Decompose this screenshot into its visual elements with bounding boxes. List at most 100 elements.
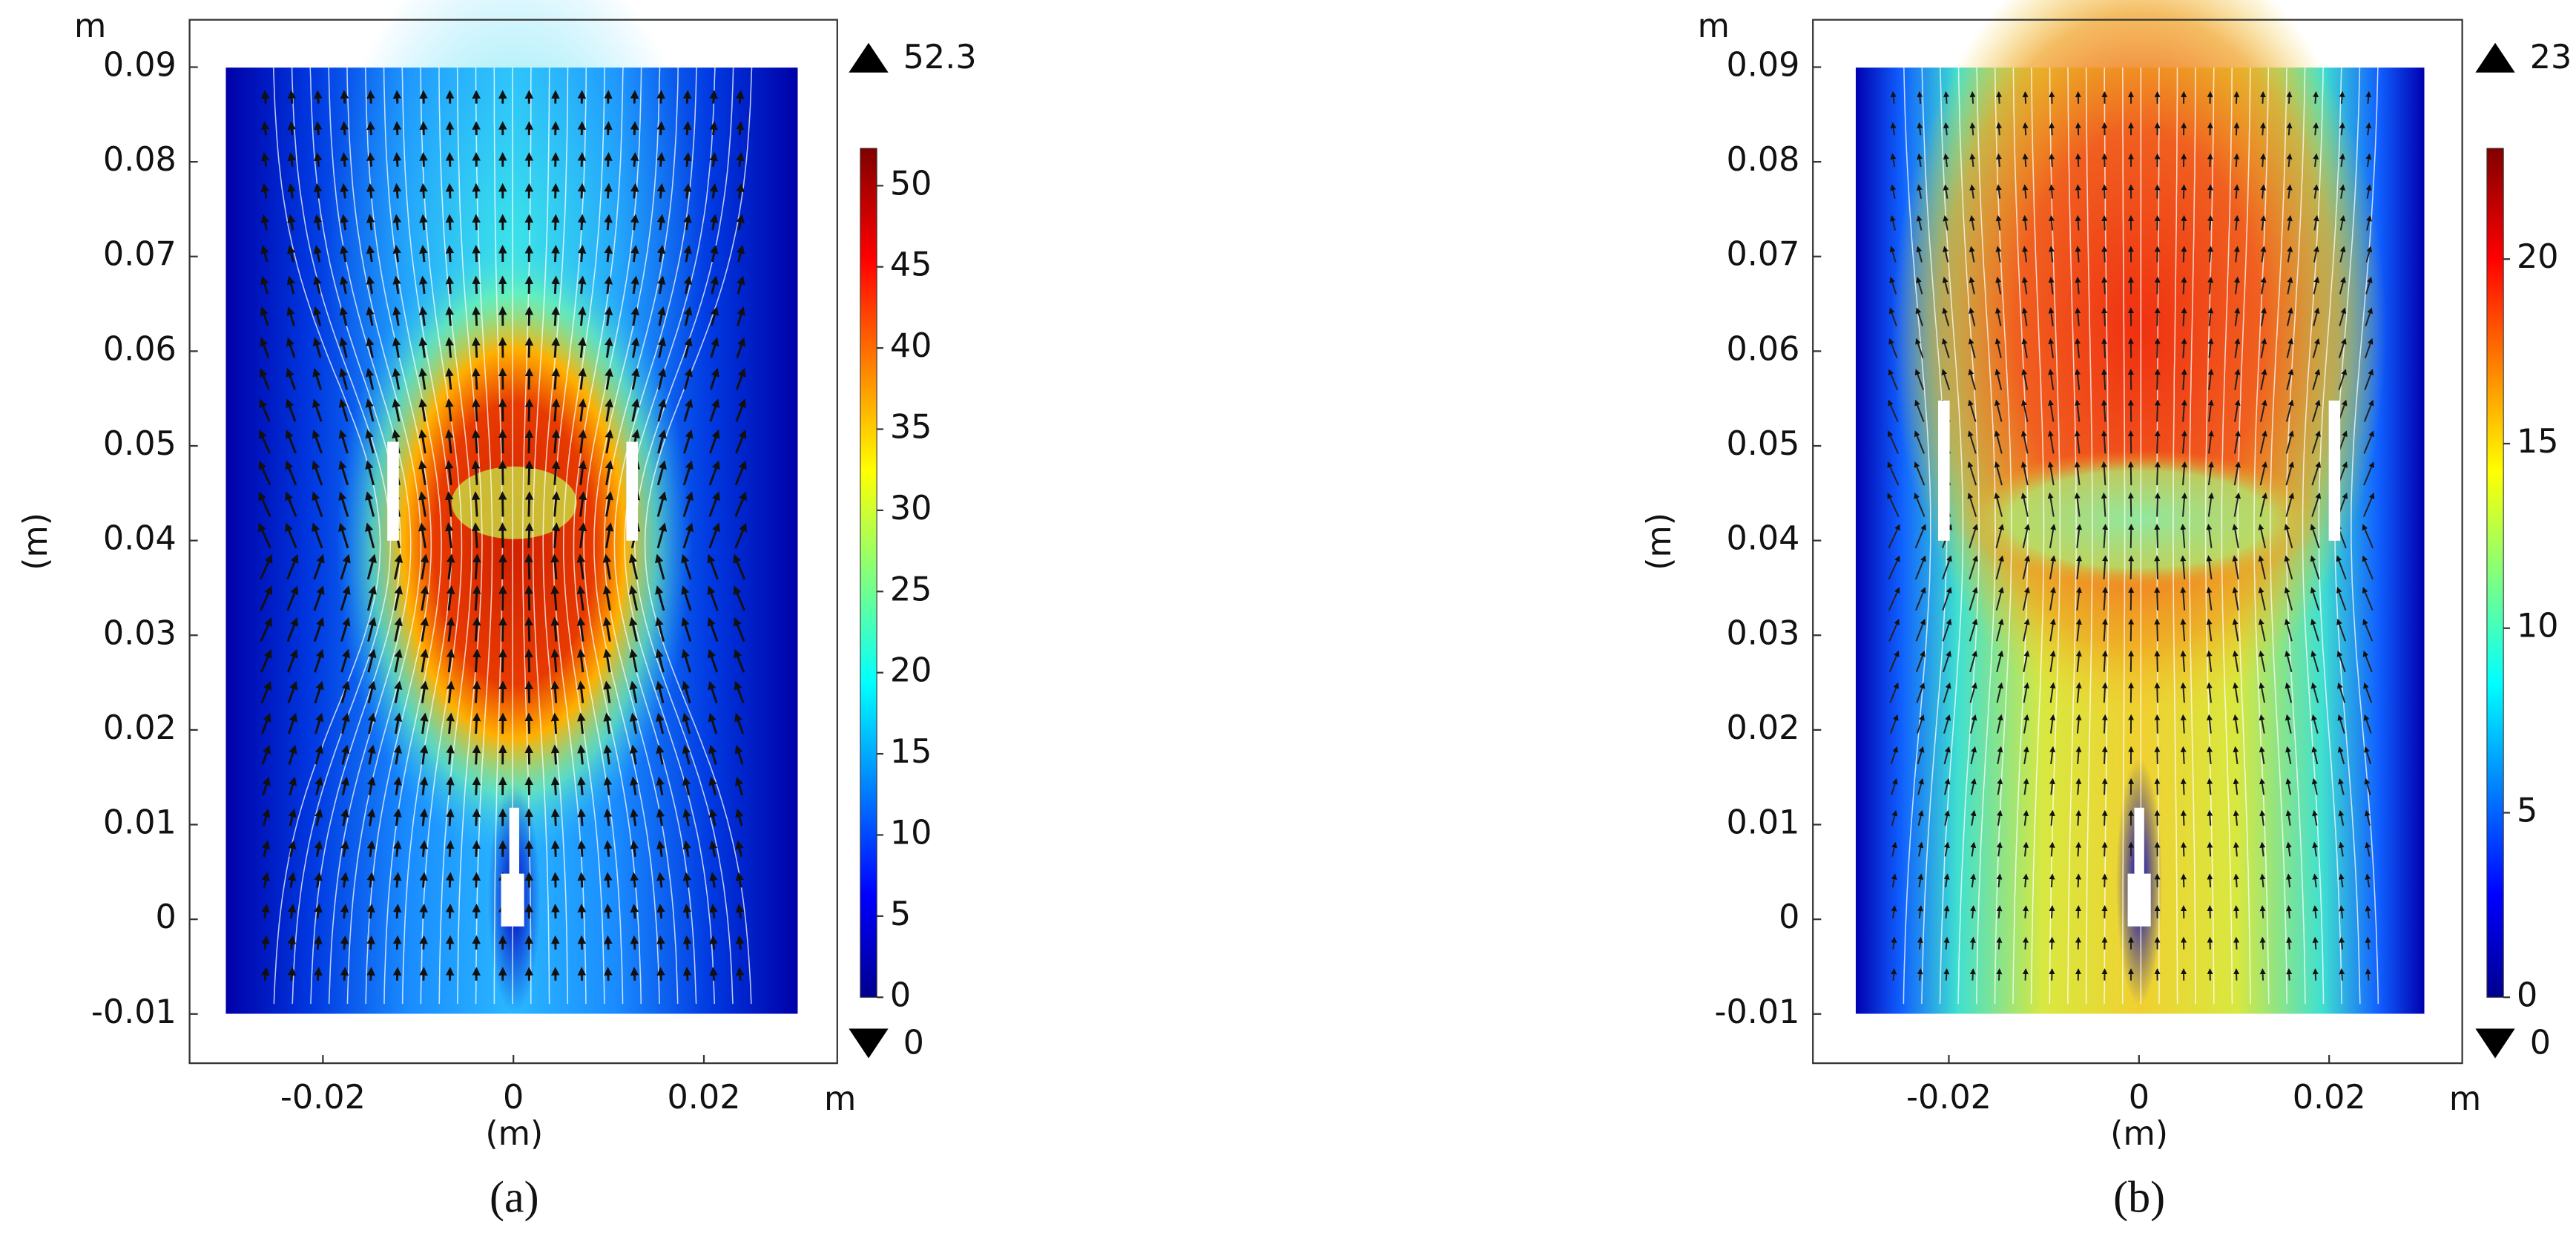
flow-arrow: [1890, 746, 1898, 765]
flow-arrow: [285, 460, 297, 486]
flow-arrow: [366, 90, 375, 104]
flow-arrow: [338, 398, 349, 422]
flow-arrow: [419, 214, 428, 231]
flow-arrow: [2363, 714, 2372, 734]
flow-arrow: [2234, 307, 2241, 326]
flow-arrow: [259, 398, 271, 422]
flow-arrow: [1917, 809, 1924, 826]
flow-arrow: [733, 553, 746, 580]
flow-arrow: [709, 872, 718, 888]
flow-arrow: [312, 429, 323, 454]
y-tick-label: 0.04: [1726, 520, 1799, 558]
flow-arrow: [2021, 399, 2029, 422]
flow-arrow: [578, 398, 587, 422]
flow-arrow: [1995, 524, 2004, 549]
flow-arrow: [1970, 905, 1976, 918]
flow-arrow: [314, 90, 323, 104]
flow-arrow: [1995, 184, 2002, 199]
streamline: [2121, 68, 2126, 1005]
flow-arrow: [605, 522, 614, 549]
flow-arrow: [603, 712, 612, 734]
flow-arrow: [628, 553, 639, 580]
electrode: [626, 441, 638, 541]
flow-arrow: [1891, 841, 1897, 857]
flow-arrow: [2364, 369, 2374, 390]
flow-arrow: [524, 337, 534, 358]
streamline: [2030, 68, 2045, 1005]
flow-arrow: [1888, 555, 1900, 580]
flow-arrow: [471, 460, 481, 485]
flow-arrow: [259, 368, 270, 390]
flow-arrow: [656, 90, 665, 104]
flow-arrow: [709, 367, 719, 390]
flow-arrow: [684, 337, 693, 358]
flow-arrow: [1914, 461, 1926, 486]
flow-arrow: [1917, 777, 1924, 795]
flow-arrow: [630, 872, 639, 888]
flow-arrow: [2312, 338, 2320, 358]
flow-arrow: [2286, 122, 2293, 136]
flow-arrow: [2363, 430, 2374, 454]
flow-arrow: [709, 398, 720, 422]
flow-arrow: [340, 808, 349, 826]
flow-arrow: [2128, 523, 2135, 548]
flow-arrow: [2285, 650, 2293, 673]
flow-arrow: [2154, 492, 2161, 517]
flow-arrow: [681, 616, 692, 642]
flow-arrow: [287, 183, 296, 199]
flow-arrow: [2336, 587, 2347, 611]
flow-arrow: [1996, 682, 2003, 703]
flow-arrow: [578, 460, 587, 486]
flow-arrow: [1889, 277, 1897, 295]
flow-arrow: [550, 680, 560, 703]
flow-arrow: [1916, 214, 1923, 231]
flow-arrow: [2259, 777, 2265, 795]
flow-arrow: [709, 429, 720, 454]
flow-arrow: [734, 429, 747, 454]
flow-arrow: [365, 522, 375, 549]
flow-arrow: [2233, 905, 2240, 918]
flow-arrow: [287, 90, 297, 104]
flow-arrow: [1891, 873, 1897, 888]
flow-arrow: [2365, 276, 2373, 295]
streamline: [2085, 68, 2093, 1005]
flow-arrow: [2076, 523, 2083, 548]
streamline: [1976, 68, 1996, 1005]
flow-arrow: [1889, 246, 1897, 263]
flow-arrow: [2259, 122, 2266, 136]
flow-arrow: [681, 553, 692, 580]
flow-arrow: [2074, 492, 2081, 517]
flow-arrow: [1943, 91, 1949, 104]
flow-arrow: [576, 616, 586, 642]
streamline: [401, 68, 452, 1005]
flow-arrow: [683, 275, 693, 295]
y-tick-label: 0.03: [1726, 614, 1799, 652]
flow-arrow: [524, 585, 533, 611]
flow-arrow: [314, 872, 323, 888]
flow-arrow: [2075, 905, 2082, 918]
flow-arrow: [366, 306, 375, 326]
flow-arrow: [2285, 461, 2294, 486]
flow-arrow: [1942, 618, 1952, 642]
streamline: [2012, 68, 2029, 1005]
flow-arrow: [733, 585, 745, 611]
flow-arrow: [2287, 276, 2293, 295]
field-region: [451, 466, 577, 539]
flow-arrow: [2154, 430, 2161, 454]
flow-arrow: [2311, 746, 2319, 765]
flow-arrow: [1890, 122, 1897, 136]
flow-arrow: [1889, 682, 1899, 703]
flow-arrow: [1970, 873, 1977, 888]
flow-arrow: [1997, 746, 2003, 765]
flow-arrow: [2180, 682, 2187, 703]
flow-arrow: [683, 367, 693, 390]
flow-arrow: [2180, 555, 2187, 579]
flow-arrow: [2075, 873, 2082, 888]
flow-arrow: [2338, 369, 2348, 390]
colorbar-tick-label: 20: [890, 652, 932, 690]
flow-arrow: [418, 398, 427, 422]
flow-arrow: [1996, 650, 2004, 673]
flow-arrow: [524, 522, 534, 548]
flow-arrow: [2284, 524, 2293, 549]
flow-arrow: [1891, 809, 1898, 826]
